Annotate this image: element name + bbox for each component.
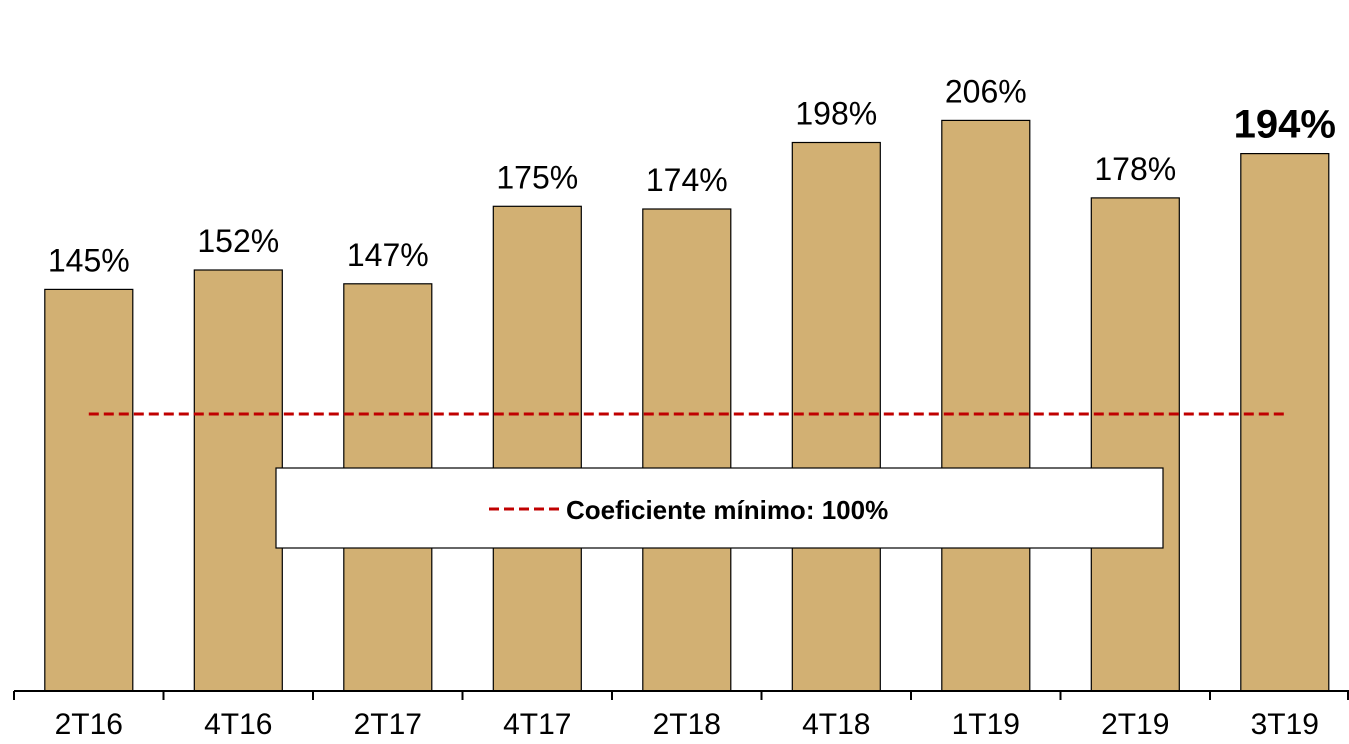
data-label-2T17: 147% (347, 237, 429, 273)
bar-1T19 (941, 119, 1031, 692)
data-label-3T19: 194% (1234, 103, 1336, 147)
data-labels-layer: 145% 152% 147% 175% 174% 198% 206% 178% 194% (48, 73, 1336, 278)
x-tick-label-4T17: 4T17 (503, 708, 571, 741)
x-tick-label-1T19: 1T19 (952, 708, 1020, 741)
bar-2T19 (1090, 197, 1180, 692)
bar-4T17 (492, 205, 582, 692)
data-label-2T18: 174% (646, 162, 728, 198)
bar-4T16 (193, 269, 283, 692)
x-tick-label-4T18: 4T18 (802, 708, 870, 741)
x-tick-label-2T17: 2T17 (354, 708, 422, 741)
legend-frame (275, 467, 1164, 549)
x-tick-label-2T16: 2T16 (55, 708, 123, 741)
x-axis: 2T16 4T16 2T17 4T17 2T18 4T18 1T19 2T19 3T19 (13, 690, 1349, 741)
legend-label: Coeficiente mínimo: 100% (566, 495, 888, 525)
data-label-1T19: 206% (945, 73, 1027, 109)
data-label-4T18: 198% (795, 96, 877, 132)
bar-4T18 (791, 141, 881, 692)
bars-layer (44, 119, 1330, 692)
data-label-2T19: 178% (1094, 151, 1176, 187)
bar-3T19 (1240, 153, 1330, 692)
x-tick-label-2T19: 2T19 (1101, 708, 1169, 741)
data-label-4T16: 152% (197, 223, 279, 259)
bar-2T16 (44, 288, 134, 692)
x-tick-label-3T19: 3T19 (1251, 708, 1319, 741)
legend: Coeficiente mínimo: 100% (275, 467, 1164, 549)
x-tick-label-2T18: 2T18 (653, 708, 721, 741)
bar-2T18 (642, 208, 732, 692)
data-label-2T16: 145% (48, 242, 130, 278)
data-label-4T17: 175% (496, 159, 578, 195)
x-tick-label-4T16: 4T16 (204, 708, 272, 741)
